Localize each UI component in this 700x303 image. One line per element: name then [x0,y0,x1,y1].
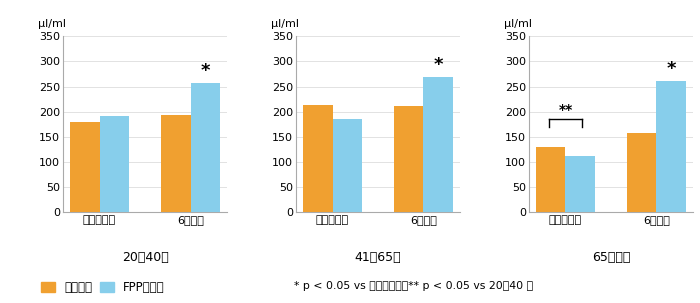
Bar [627,133,657,212]
Text: 20～40歳: 20～40歳 [122,251,169,264]
Text: *: * [433,55,443,74]
Text: *: * [666,59,676,78]
Text: * p < 0.05 vs 試験開始時　** p < 0.05 vs 20～40 歳: * p < 0.05 vs 試験開始時 ** p < 0.05 vs 20～40… [294,281,533,291]
Text: μl/ml: μl/ml [272,19,300,29]
Bar [190,83,220,212]
Bar [303,105,332,212]
Bar [566,156,594,212]
Legend: プラセボ, FPP摘取群: プラセボ, FPP摘取群 [41,281,164,294]
Text: 65歳以上: 65歳以上 [592,251,630,264]
Bar [332,119,362,212]
Bar [394,106,424,212]
Bar [162,115,190,212]
Text: 41～65歳: 41～65歳 [355,251,401,264]
Bar [99,116,129,212]
Bar [657,81,685,212]
Bar [424,77,453,212]
Text: **: ** [559,103,573,117]
Text: μl/ml: μl/ml [504,19,532,29]
Bar [71,122,99,212]
Text: *: * [200,62,210,80]
Text: μl/ml: μl/ml [38,19,66,29]
Bar [536,147,566,212]
